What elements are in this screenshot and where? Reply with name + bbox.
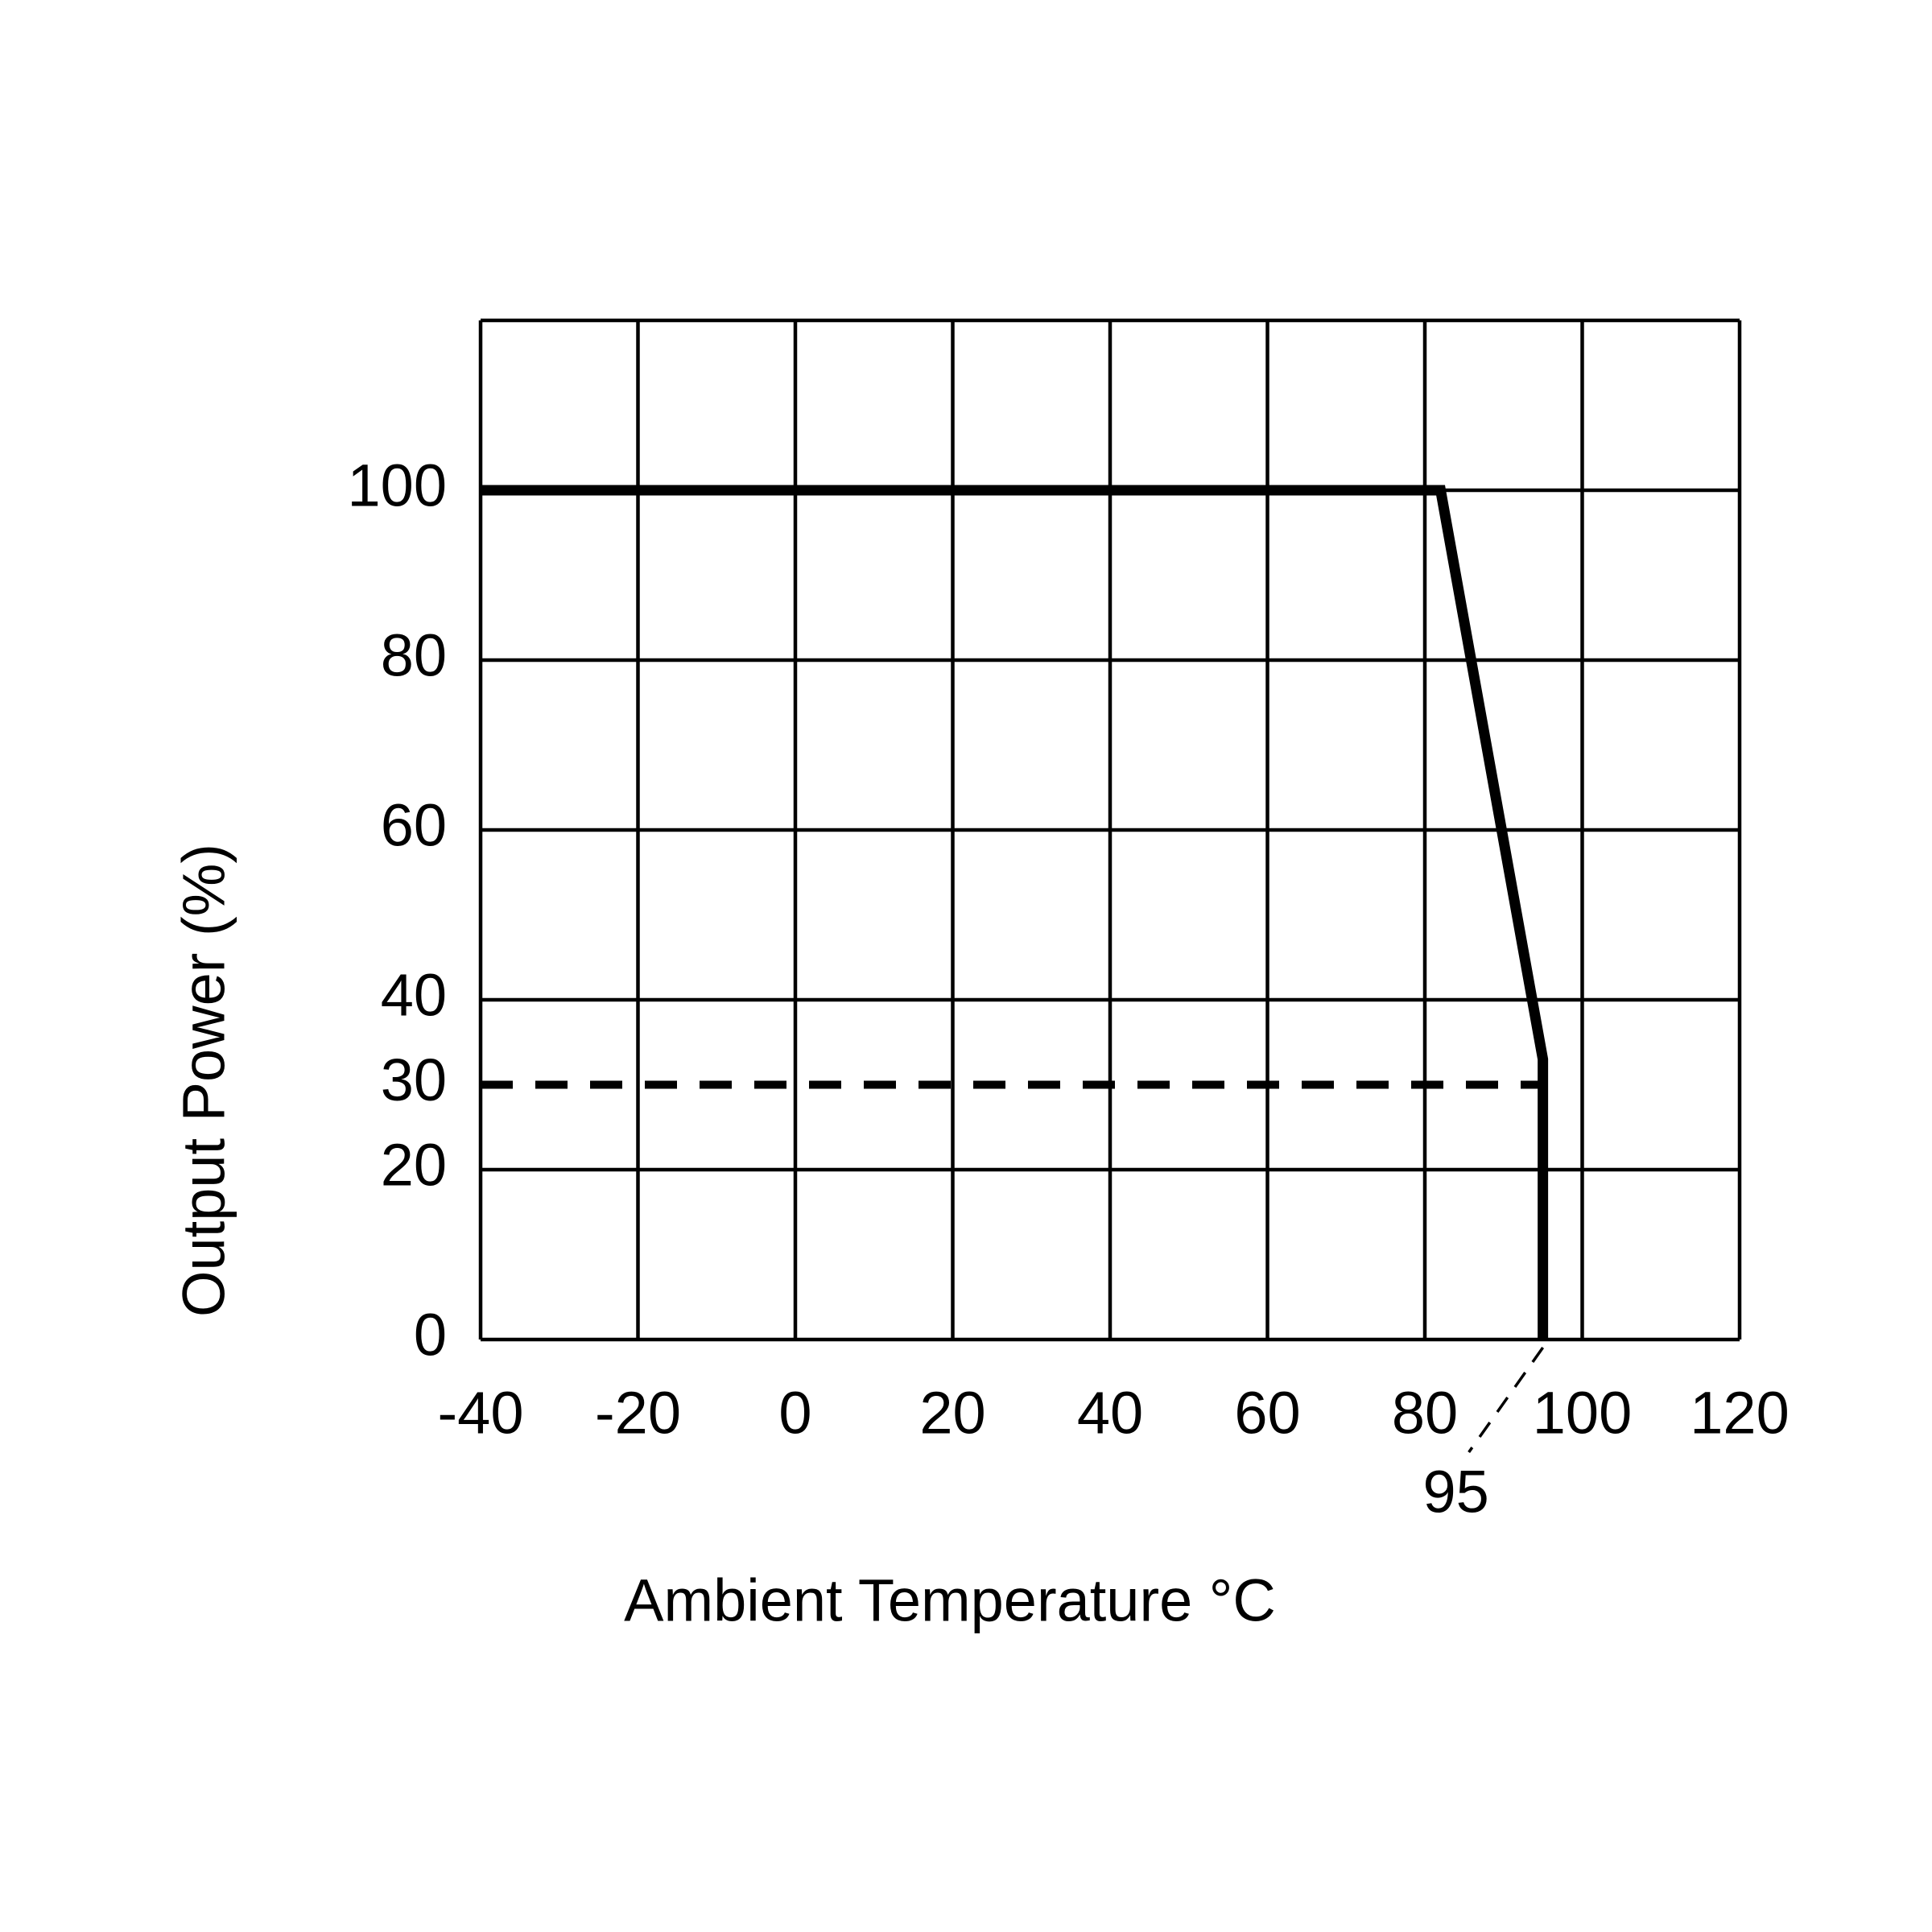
x-tick-label: 80 (1392, 1380, 1458, 1447)
y-tick-label: 30 (381, 1046, 447, 1113)
x-tick-label: -20 (595, 1380, 681, 1447)
x-tick-label: 0 (778, 1380, 811, 1447)
x-tick-label: 60 (1234, 1380, 1300, 1447)
y-axis-label: Output Power (%) (171, 844, 237, 1317)
x-tick-label: 40 (1077, 1380, 1143, 1447)
x-tick-label: 20 (919, 1380, 985, 1447)
series-line (481, 485, 1549, 1340)
annotation-label: 95 (1422, 1459, 1488, 1525)
y-tick-label: 20 (381, 1132, 447, 1199)
y-tick-label: 0 (414, 1302, 447, 1368)
y-tick-label: 60 (381, 792, 447, 859)
x-tick-label: 120 (1690, 1380, 1789, 1447)
annotation-leader (1468, 1346, 1545, 1454)
y-tick-label: 100 (348, 452, 447, 519)
x-tick-label: -40 (438, 1380, 524, 1447)
x-tick-label: 100 (1533, 1380, 1632, 1447)
x-axis-label: Ambient Temperature °C (624, 1567, 1276, 1634)
y-tick-label: 40 (381, 962, 447, 1029)
y-tick-label: 80 (381, 622, 447, 689)
